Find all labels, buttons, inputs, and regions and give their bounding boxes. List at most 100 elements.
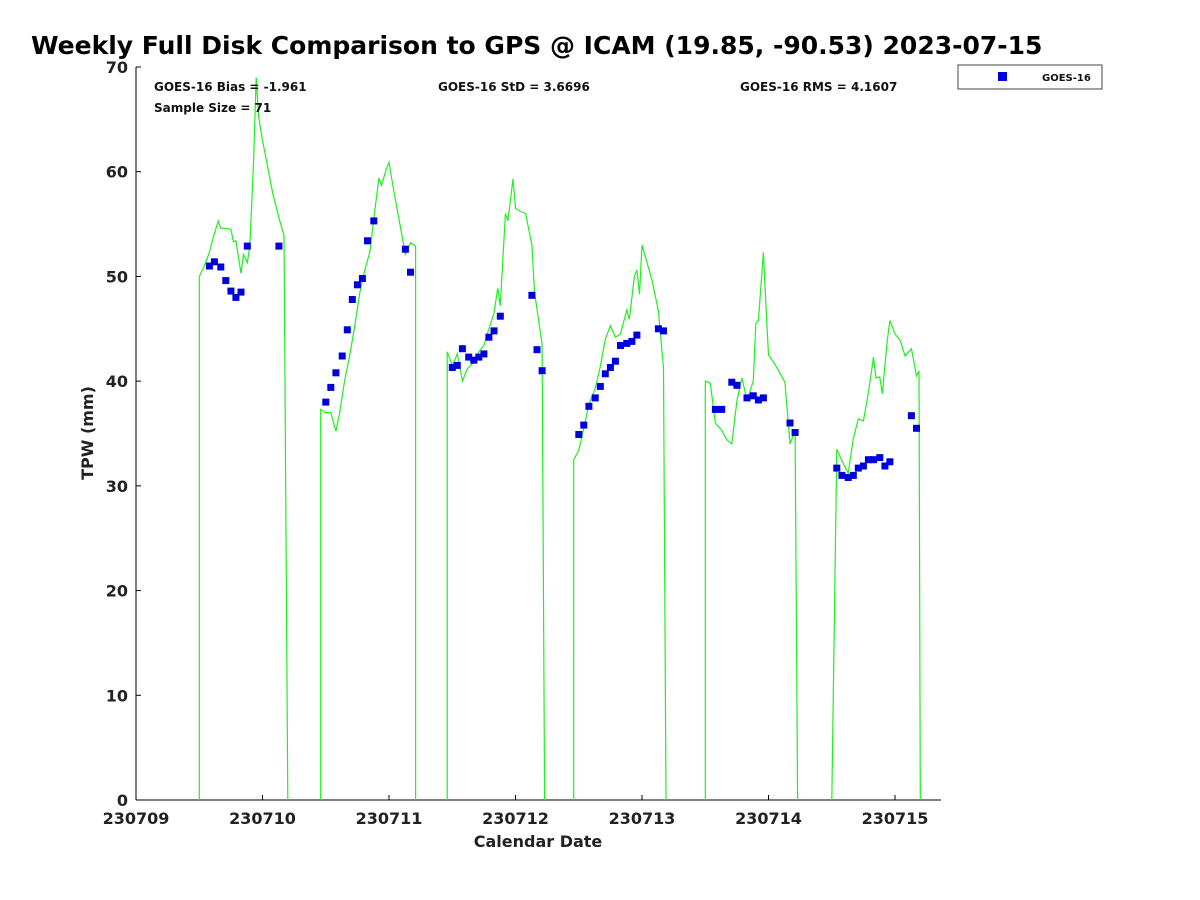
y-tick-label: 20 — [106, 582, 128, 601]
goes16-point — [227, 287, 235, 295]
goes16-point — [617, 342, 624, 349]
goes16-point — [480, 350, 488, 358]
legend-marker-goes16 — [998, 72, 1007, 81]
goes16-point — [585, 402, 593, 410]
goes16-point — [470, 356, 478, 364]
goes16-point — [749, 392, 757, 400]
y-tick-label: 30 — [106, 477, 128, 496]
goes16-point — [833, 464, 841, 472]
goes16-point — [743, 394, 751, 402]
goes16-point — [401, 245, 409, 253]
stat-std: GOES-16 StD = 3.6696 — [438, 80, 590, 94]
x-tick-label: 230710 — [229, 809, 296, 828]
goes16-point — [913, 424, 920, 432]
stat-rms: GOES-16 RMS = 4.1607 — [740, 80, 897, 94]
x-tick-label: 230711 — [356, 809, 423, 828]
goes16-point — [343, 326, 351, 334]
gps-line-segment — [573, 244, 667, 801]
goes16-point — [859, 462, 867, 470]
goes16-point — [623, 339, 631, 347]
y-tick-label: 0 — [117, 791, 128, 810]
goes16-point — [348, 296, 356, 303]
goes16-point — [611, 357, 619, 365]
series-goes16 — [205, 217, 920, 481]
goes16-point — [370, 217, 378, 225]
x-tick-label: 230713 — [609, 809, 676, 828]
x-tick-label: 230709 — [103, 809, 170, 828]
goes16-point — [633, 331, 641, 339]
y-tick-label: 70 — [106, 58, 128, 77]
goes16-point — [844, 474, 852, 481]
y-tick-label: 50 — [106, 267, 128, 286]
goes16-point — [575, 431, 583, 438]
gps-line-segment — [320, 160, 417, 800]
goes16-point — [533, 346, 541, 354]
goes16-point — [876, 454, 884, 462]
goes16-point — [353, 281, 361, 289]
legend: GOES-16 — [957, 64, 1103, 90]
y-tick-label: 40 — [106, 372, 128, 391]
goes16-point — [327, 383, 335, 391]
y-ticks: 0 10 20 30 40 50 60 70 — [106, 58, 141, 810]
goes16-point — [407, 268, 414, 276]
legend-box — [957, 64, 1103, 90]
x-axis-label: Calendar Date — [474, 832, 603, 851]
goes16-point — [528, 291, 536, 299]
goes16-point — [205, 262, 213, 270]
goes16-point — [465, 353, 473, 361]
goes16-point — [338, 352, 346, 360]
goes16-point — [448, 364, 456, 371]
goes16-point — [759, 394, 767, 402]
goes16-point — [849, 471, 857, 479]
x-tick-label: 230714 — [735, 809, 802, 828]
goes16-point — [886, 458, 894, 466]
y-axis-label: TPW (mm) — [78, 386, 97, 480]
goes16-point — [358, 275, 366, 282]
goes16-point — [660, 327, 667, 335]
goes16-point — [475, 353, 483, 361]
stat-sample-size: Sample Size = 71 — [154, 101, 271, 115]
goes16-point — [222, 277, 230, 285]
goes16-point — [718, 405, 726, 413]
legend-label-goes16: GOES-16 — [1042, 73, 1091, 84]
stat-bias: GOES-16 Bias = -1.961 — [154, 80, 307, 94]
goes16-point — [485, 333, 493, 341]
goes16-point — [728, 378, 736, 386]
goes16-point — [711, 405, 719, 413]
goes16-point — [332, 369, 340, 377]
goes16-point — [496, 312, 504, 320]
goes16-point — [243, 242, 251, 250]
goes16-point — [838, 471, 846, 479]
goes16-point — [322, 398, 330, 406]
goes16-point — [453, 361, 461, 369]
goes16-point — [275, 242, 283, 250]
x-tick-label: 230712 — [482, 809, 549, 828]
goes16-point — [237, 288, 245, 296]
gps-line-segment — [198, 77, 289, 801]
goes16-point — [754, 396, 762, 404]
x-tick-label: 230715 — [862, 809, 929, 828]
goes16-point — [791, 429, 799, 436]
goes16-point — [601, 370, 609, 378]
gps-line-segment — [831, 320, 921, 801]
y-tick-label: 60 — [106, 163, 128, 182]
goes16-point — [210, 258, 218, 266]
series-gps — [198, 77, 921, 801]
goes16-point — [490, 327, 498, 335]
goes16-point — [232, 293, 240, 301]
gps-line-segment — [704, 252, 799, 801]
chart-title: Weekly Full Disk Comparison to GPS @ ICA… — [31, 31, 1042, 60]
goes16-point — [881, 462, 889, 470]
x-ticks: 230709 230710 230711 230712 230713 230714 2307… — [103, 795, 929, 828]
goes16-point — [364, 237, 371, 245]
goes16-point — [217, 263, 225, 271]
goes16-point — [786, 419, 794, 427]
goes16-point — [907, 412, 915, 420]
goes16-point — [854, 464, 862, 472]
goes16-point — [580, 421, 588, 429]
goes16-point — [596, 382, 604, 390]
goes16-point — [870, 456, 877, 464]
plot-frame — [135, 67, 941, 801]
goes16-point — [654, 325, 662, 333]
